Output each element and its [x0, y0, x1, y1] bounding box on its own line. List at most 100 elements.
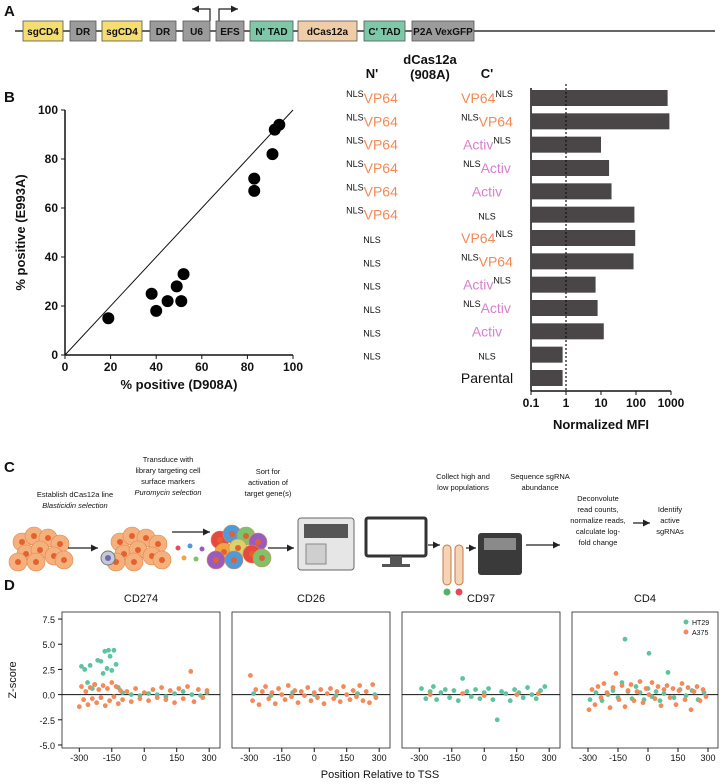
- point: [328, 686, 333, 691]
- point: [128, 692, 134, 698]
- label-part: Parental: [461, 370, 513, 386]
- x-tick-label: 150: [670, 753, 685, 763]
- point: [370, 682, 376, 687]
- label-part: NLS: [461, 252, 479, 262]
- x-tick-label: 150: [339, 753, 354, 763]
- x-tick-label: 0: [142, 753, 147, 763]
- point: [350, 688, 356, 693]
- workflow-text: abundance: [521, 483, 558, 492]
- point: [92, 682, 97, 687]
- label-part: VP64: [364, 137, 398, 153]
- point: [185, 684, 190, 689]
- construct-element: [249, 20, 294, 42]
- row-label: VP64NLS: [461, 229, 513, 246]
- point: [683, 693, 689, 699]
- point: [643, 686, 649, 691]
- construct-element: [411, 20, 475, 42]
- workflow-text: activation of: [248, 478, 289, 487]
- construct-label: P2A VexGFP: [413, 27, 473, 38]
- point: [628, 682, 634, 687]
- construct-label: sgCD4: [27, 27, 59, 38]
- point: [282, 697, 288, 703]
- column-header: C': [481, 66, 493, 81]
- bar: [531, 160, 610, 176]
- x-tick-label: 300: [542, 753, 557, 763]
- construct-element: [69, 20, 97, 42]
- column-header: (908A): [410, 67, 450, 82]
- legend-marker: [683, 619, 689, 625]
- point: [248, 184, 261, 197]
- point: [111, 694, 117, 700]
- nucleus: [131, 559, 137, 565]
- row-label: ActivNLS: [463, 276, 511, 293]
- point: [354, 694, 359, 700]
- row-label: NLSVP64: [461, 252, 513, 269]
- point: [360, 698, 366, 704]
- y-tick-label: 100: [38, 103, 58, 117]
- label-part: VP64: [364, 90, 398, 106]
- label-part: VP64: [479, 113, 513, 129]
- point: [113, 684, 119, 689]
- point: [673, 702, 679, 708]
- point: [604, 690, 610, 695]
- point: [76, 704, 82, 710]
- library-dot: [193, 556, 199, 562]
- row-label: NLS: [478, 212, 496, 222]
- point: [248, 172, 261, 185]
- y-tick-label: 0.0: [42, 691, 55, 701]
- point: [167, 688, 173, 693]
- row-label: NLS: [363, 328, 381, 338]
- point: [82, 667, 88, 672]
- label-part: VP64: [364, 113, 398, 129]
- point: [79, 684, 84, 689]
- row-label: NLSActiv: [463, 159, 511, 176]
- point: [622, 704, 628, 710]
- point: [592, 702, 598, 708]
- point: [631, 698, 637, 704]
- point: [298, 689, 304, 694]
- point: [703, 694, 709, 700]
- bar: [531, 206, 635, 223]
- construct-element: [297, 20, 358, 42]
- row-label: Parental: [461, 370, 513, 386]
- plot-frame: [231, 611, 391, 749]
- point: [263, 684, 268, 689]
- x-tick-label: 60: [195, 360, 209, 374]
- row-label: NLSVP64: [346, 89, 398, 106]
- x-tick-label: -150: [273, 753, 291, 763]
- point: [661, 687, 667, 692]
- promoter-arrow: [192, 5, 211, 21]
- point: [176, 686, 182, 691]
- row-label: ActivNLS: [463, 136, 511, 153]
- promoter-arrow: [218, 5, 238, 21]
- point: [586, 707, 592, 713]
- point: [646, 650, 652, 656]
- point: [607, 705, 613, 711]
- point: [324, 691, 330, 696]
- x-tick-label: 80: [241, 360, 255, 374]
- point: [159, 685, 164, 690]
- point: [601, 681, 607, 686]
- construct-element: [215, 20, 245, 42]
- point: [180, 696, 186, 702]
- y-tick-label: -2.5: [39, 716, 55, 726]
- point: [542, 684, 548, 689]
- workflow-text: Sequence sgRNA: [510, 472, 570, 481]
- construct-label: DR: [156, 27, 171, 38]
- point: [661, 691, 667, 696]
- x-tick-label: 40: [150, 360, 164, 374]
- column-header: dCas12a: [403, 52, 457, 67]
- x-tick-label: -300: [70, 753, 88, 763]
- x-tick-label: 0: [62, 360, 69, 374]
- point: [318, 687, 324, 692]
- point: [649, 680, 655, 685]
- label-part: Activ: [472, 323, 502, 339]
- row-label: NLSVP64: [346, 159, 398, 176]
- label-part: NLS: [363, 235, 381, 245]
- point: [619, 683, 625, 688]
- point: [253, 687, 259, 692]
- x-tick-label: 0: [312, 753, 317, 763]
- point: [419, 686, 424, 691]
- label-part: VP64: [461, 230, 495, 246]
- point: [302, 693, 307, 699]
